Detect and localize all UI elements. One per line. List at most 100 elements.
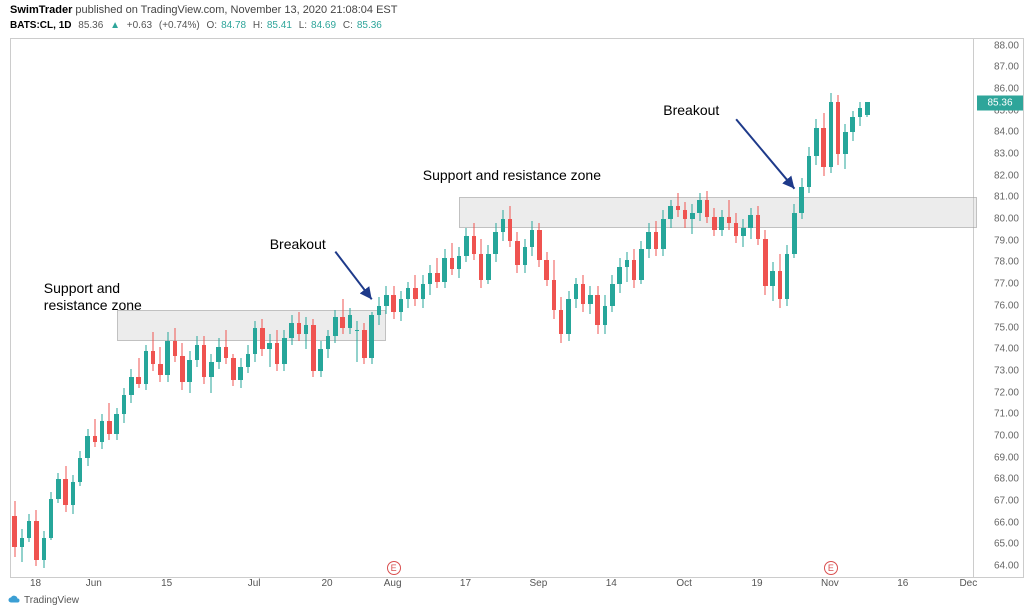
candle[interactable] — [384, 39, 389, 577]
candle[interactable] — [369, 39, 374, 577]
tradingview-watermark[interactable]: TradingView — [8, 593, 79, 608]
candle[interactable] — [756, 39, 761, 577]
candle[interactable] — [683, 39, 688, 577]
candle[interactable] — [799, 39, 804, 577]
candle[interactable] — [537, 39, 542, 577]
candle[interactable] — [216, 39, 221, 577]
candle[interactable] — [406, 39, 411, 577]
candle[interactable] — [377, 39, 382, 577]
candle[interactable] — [625, 39, 630, 577]
candle[interactable] — [697, 39, 702, 577]
candle[interactable] — [428, 39, 433, 577]
candle[interactable] — [195, 39, 200, 577]
candle[interactable] — [836, 39, 841, 577]
candle[interactable] — [362, 39, 367, 577]
candle[interactable] — [588, 39, 593, 577]
candle[interactable] — [158, 39, 163, 577]
candle[interactable] — [493, 39, 498, 577]
candle[interactable] — [566, 39, 571, 577]
candle[interactable] — [574, 39, 579, 577]
candle[interactable] — [763, 39, 768, 577]
earnings-marker-icon[interactable]: E — [824, 561, 838, 575]
candle[interactable] — [450, 39, 455, 577]
candle[interactable] — [340, 39, 345, 577]
candle[interactable] — [559, 39, 564, 577]
candle[interactable] — [435, 39, 440, 577]
candle[interactable] — [865, 39, 870, 577]
candle[interactable] — [275, 39, 280, 577]
candle[interactable] — [173, 39, 178, 577]
candle[interactable] — [260, 39, 265, 577]
candle[interactable] — [224, 39, 229, 577]
candle[interactable] — [530, 39, 535, 577]
candle[interactable] — [209, 39, 214, 577]
candle[interactable] — [603, 39, 608, 577]
candle[interactable] — [12, 39, 17, 577]
candle[interactable] — [727, 39, 732, 577]
candle[interactable] — [318, 39, 323, 577]
candle[interactable] — [515, 39, 520, 577]
candle[interactable] — [202, 39, 207, 577]
candle[interactable] — [617, 39, 622, 577]
candle[interactable] — [843, 39, 848, 577]
candle[interactable] — [821, 39, 826, 577]
candle[interactable] — [413, 39, 418, 577]
candle[interactable] — [238, 39, 243, 577]
candle[interactable] — [326, 39, 331, 577]
candle[interactable] — [632, 39, 637, 577]
candle[interactable] — [741, 39, 746, 577]
candle[interactable] — [187, 39, 192, 577]
candle[interactable] — [595, 39, 600, 577]
candle[interactable] — [770, 39, 775, 577]
candle[interactable] — [27, 39, 32, 577]
candle[interactable] — [311, 39, 316, 577]
candle[interactable] — [355, 39, 360, 577]
candle[interactable] — [581, 39, 586, 577]
candle[interactable] — [479, 39, 484, 577]
candle[interactable] — [676, 39, 681, 577]
candle[interactable] — [421, 39, 426, 577]
candle[interactable] — [20, 39, 25, 577]
candle[interactable] — [734, 39, 739, 577]
candle[interactable] — [610, 39, 615, 577]
candle[interactable] — [333, 39, 338, 577]
candle[interactable] — [253, 39, 258, 577]
candle[interactable] — [508, 39, 513, 577]
candle[interactable] — [391, 39, 396, 577]
candle[interactable] — [792, 39, 797, 577]
candle[interactable] — [523, 39, 528, 577]
candle[interactable] — [304, 39, 309, 577]
candle[interactable] — [457, 39, 462, 577]
candle[interactable] — [501, 39, 506, 577]
candle[interactable] — [712, 39, 717, 577]
candle[interactable] — [639, 39, 644, 577]
candle[interactable] — [785, 39, 790, 577]
candle[interactable] — [814, 39, 819, 577]
candle[interactable] — [668, 39, 673, 577]
candle[interactable] — [399, 39, 404, 577]
candle[interactable] — [348, 39, 353, 577]
candle[interactable] — [151, 39, 156, 577]
candle[interactable] — [297, 39, 302, 577]
candle[interactable] — [719, 39, 724, 577]
candle[interactable] — [850, 39, 855, 577]
candle[interactable] — [472, 39, 477, 577]
candle[interactable] — [282, 39, 287, 577]
candle[interactable] — [180, 39, 185, 577]
chart-plot-area[interactable]: Support andresistance zoneBreakoutSuppor… — [10, 38, 974, 578]
candle[interactable] — [231, 39, 236, 577]
candle[interactable] — [829, 39, 834, 577]
candle[interactable] — [34, 39, 39, 577]
candle[interactable] — [654, 39, 659, 577]
candle[interactable] — [748, 39, 753, 577]
candle[interactable] — [165, 39, 170, 577]
candle[interactable] — [705, 39, 710, 577]
earnings-marker-icon[interactable]: E — [387, 561, 401, 575]
candle[interactable] — [442, 39, 447, 577]
candle[interactable] — [464, 39, 469, 577]
candle[interactable] — [858, 39, 863, 577]
candle[interactable] — [246, 39, 251, 577]
candle[interactable] — [690, 39, 695, 577]
candle[interactable] — [289, 39, 294, 577]
candle[interactable] — [552, 39, 557, 577]
